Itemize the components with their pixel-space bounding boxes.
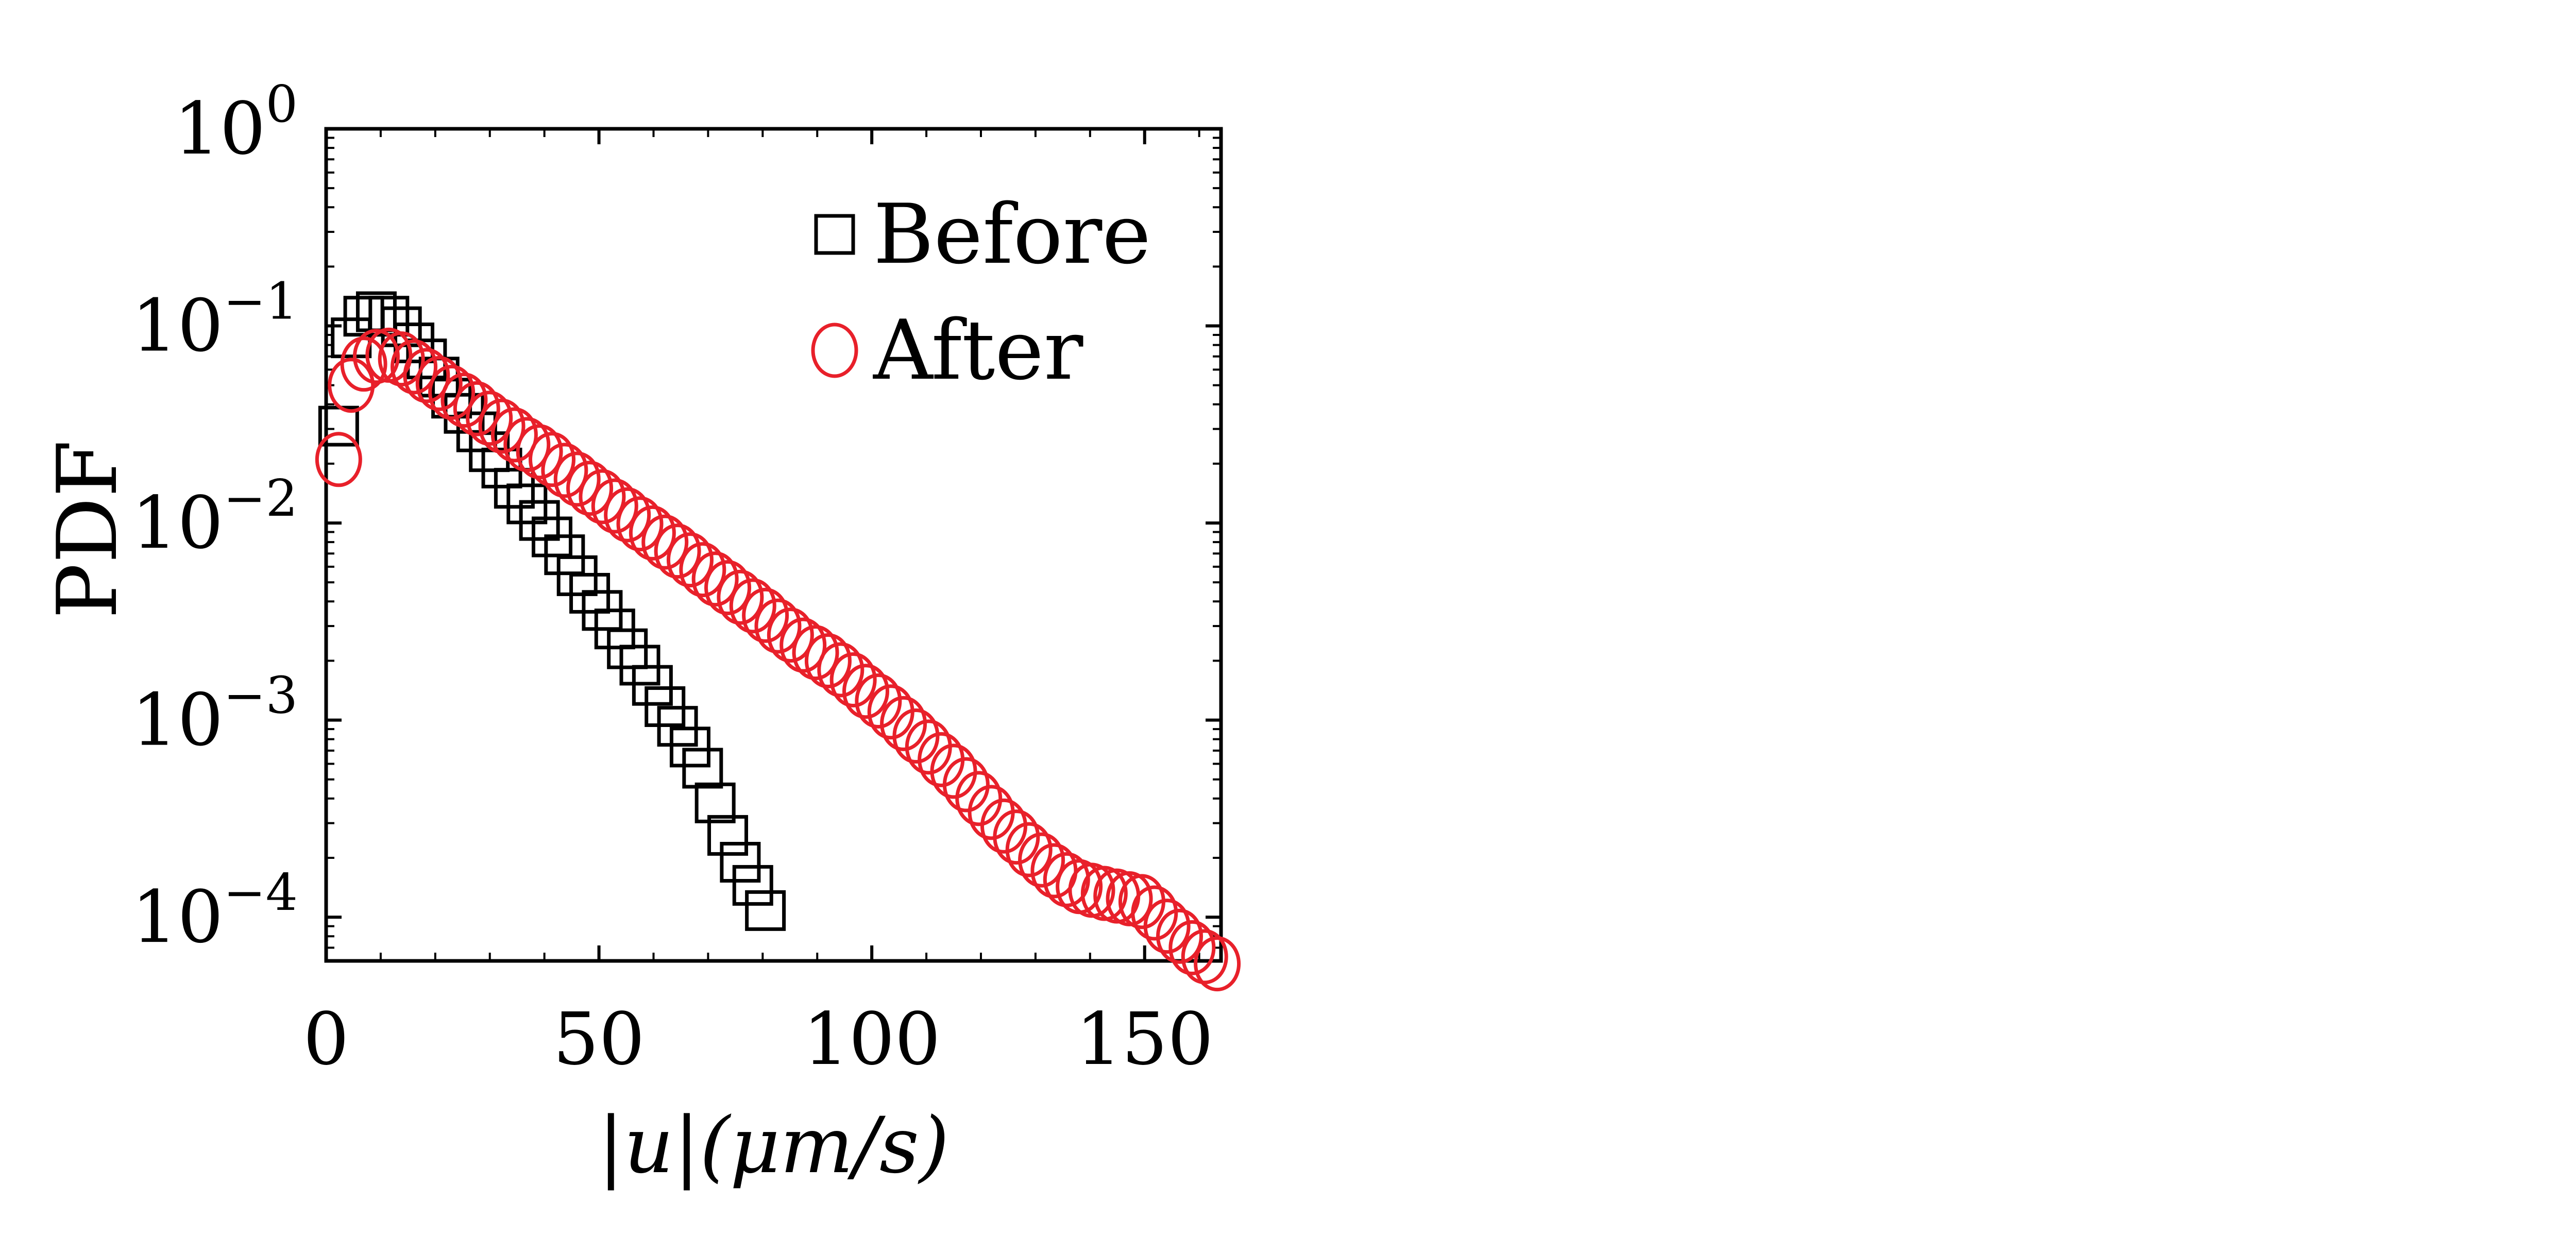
- data-point-circle: [717, 569, 764, 625]
- data-point-circle: [315, 432, 362, 487]
- data-point-circle: [792, 625, 839, 681]
- y-tick-label: 10−4: [131, 864, 298, 959]
- data-point-square: [682, 748, 723, 789]
- data-point-circle: [804, 633, 852, 688]
- data-point-circle: [1005, 822, 1053, 877]
- y-axis-label: PDF: [39, 440, 135, 619]
- data-point-circle: [641, 514, 689, 570]
- data-point-circle: [579, 469, 626, 525]
- data-point-circle: [666, 532, 714, 588]
- data-point-circle: [855, 673, 902, 729]
- data-point-circle: [490, 407, 538, 463]
- data-point-circle: [415, 356, 463, 411]
- plot-frame: [324, 127, 1223, 963]
- data-point-square: [657, 706, 698, 747]
- data-point-circle: [1156, 908, 1204, 964]
- x-tick-label: 150: [1076, 997, 1213, 1081]
- data-point-circle: [391, 339, 438, 395]
- data-point-circle: [453, 381, 500, 436]
- data-point-square: [632, 665, 673, 706]
- x-tick-label: 100: [803, 997, 941, 1081]
- data-point-square: [707, 815, 749, 856]
- data-point-circle: [428, 365, 476, 420]
- legend-label-after: After: [873, 302, 1083, 398]
- data-point-square: [745, 890, 786, 931]
- data-point-circle: [679, 542, 726, 598]
- data-point-circle: [742, 587, 789, 643]
- legend: Before After: [811, 186, 1151, 398]
- data-point-circle: [892, 708, 940, 764]
- data-point-square: [720, 842, 761, 883]
- data-point-circle: [1168, 920, 1216, 975]
- data-point-circle: [541, 443, 588, 498]
- data-point-square: [607, 628, 648, 669]
- legend-marker-after: [811, 323, 858, 378]
- data-point-circle: [942, 757, 990, 813]
- data-point-circle: [466, 391, 513, 446]
- x-tick-label: 50: [553, 997, 645, 1081]
- series-group: [315, 291, 1241, 992]
- data-point-square: [494, 468, 535, 509]
- data-point-square: [544, 534, 585, 576]
- data-point-circle: [378, 331, 425, 387]
- data-point-circle: [629, 505, 676, 561]
- data-point-circle: [754, 598, 802, 654]
- legend-marker-before: [814, 214, 855, 255]
- data-point-circle: [955, 771, 1003, 826]
- data-point-circle: [817, 642, 865, 698]
- y-tick-label: 100: [174, 75, 298, 171]
- data-point-square: [519, 500, 560, 541]
- data-point-circle: [1131, 885, 1178, 941]
- data-point-circle: [993, 809, 1040, 865]
- data-point-circle: [403, 348, 450, 403]
- data-point-circle: [829, 652, 877, 708]
- data-point-circle: [1194, 936, 1241, 992]
- data-point-square: [669, 726, 710, 768]
- plot-frame-group: [324, 127, 1223, 963]
- series-after: [315, 327, 1241, 992]
- data-point-circle: [880, 696, 927, 751]
- data-point-circle: [691, 551, 739, 607]
- y-tick-label: 10−2: [131, 469, 298, 565]
- data-point-circle: [478, 398, 526, 454]
- legend-label-before: Before: [873, 186, 1151, 282]
- data-point-circle: [440, 373, 488, 428]
- data-point-circle: [704, 560, 752, 616]
- data-point-circle: [553, 451, 601, 507]
- data-point-circle: [528, 432, 575, 487]
- data-point-circle: [842, 664, 889, 719]
- data-point-circle: [516, 424, 563, 480]
- data-point-circle: [767, 607, 814, 663]
- data-point-circle: [352, 329, 400, 384]
- x-tick-label: 0: [303, 997, 349, 1081]
- data-point-square: [732, 865, 773, 906]
- data-point-circle: [654, 523, 701, 579]
- series-before: [318, 291, 786, 931]
- data-point-circle: [779, 617, 827, 673]
- data-point-circle: [566, 461, 614, 516]
- y-tick-label: 10−1: [131, 273, 298, 368]
- data-point-circle: [1143, 899, 1191, 954]
- y-tick-label: 10−3: [131, 667, 298, 763]
- data-point-circle: [729, 578, 776, 634]
- data-point-circle: [591, 478, 638, 534]
- data-point-square: [506, 483, 548, 525]
- axis-ticks-group: 0 50 100 150 100 10−1 10−2 10−3 10−4: [131, 75, 1221, 1081]
- data-point-circle: [340, 336, 387, 392]
- x-axis-label: |u|(μm/s): [598, 1101, 950, 1191]
- data-point-circle: [616, 496, 664, 552]
- data-point-circle: [604, 487, 651, 543]
- data-point-square: [694, 782, 736, 823]
- data-point-circle: [1018, 832, 1065, 888]
- data-point-circle: [328, 358, 375, 413]
